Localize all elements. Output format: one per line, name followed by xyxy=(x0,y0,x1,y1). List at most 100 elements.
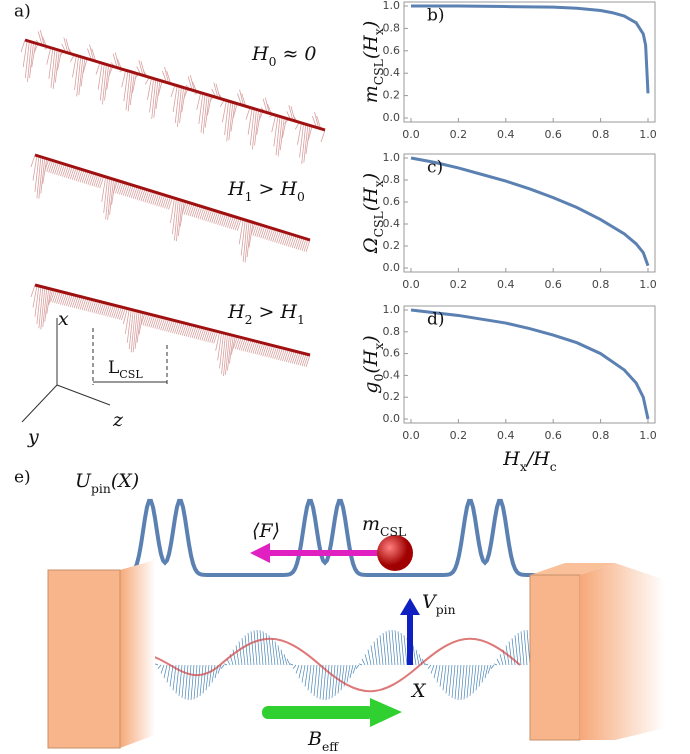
spin xyxy=(38,157,44,199)
helix-line xyxy=(442,664,447,691)
helix-line xyxy=(196,664,201,698)
spin xyxy=(24,41,30,78)
spin xyxy=(256,342,262,355)
helix-line xyxy=(460,664,465,700)
spin xyxy=(48,160,54,173)
spin xyxy=(109,179,114,215)
spin xyxy=(138,59,144,76)
spin xyxy=(232,336,238,349)
spin xyxy=(249,108,255,146)
helix-line xyxy=(349,664,354,679)
helix-line xyxy=(247,632,252,666)
spin xyxy=(34,285,40,317)
spin xyxy=(219,332,224,369)
spin xyxy=(81,297,87,311)
spin xyxy=(272,346,277,359)
panel-label: a) xyxy=(14,2,31,22)
helix-line xyxy=(490,664,495,669)
spin xyxy=(275,116,281,156)
helix-line xyxy=(451,664,456,698)
text-part: V xyxy=(422,591,438,613)
helix-line xyxy=(478,664,483,687)
y-tick-label: 0.6 xyxy=(383,44,401,57)
spin xyxy=(305,239,311,253)
axis-triad xyxy=(21,318,168,423)
text-part: Ω xyxy=(360,237,382,254)
helix-line xyxy=(241,638,246,666)
spin xyxy=(240,219,246,256)
helix-line xyxy=(220,664,225,669)
spin xyxy=(225,214,230,228)
spin xyxy=(164,196,169,209)
spin xyxy=(102,64,107,105)
coordinate-label: X xyxy=(410,680,427,702)
spin xyxy=(181,323,187,336)
helix-line xyxy=(433,664,438,679)
spin xyxy=(27,41,32,82)
spin xyxy=(227,215,232,228)
text-part: H xyxy=(251,43,269,65)
spin xyxy=(69,167,75,180)
helix-line xyxy=(169,664,174,687)
text-part: ) xyxy=(360,335,382,343)
spin xyxy=(95,62,101,75)
helix-line xyxy=(187,664,192,700)
spin xyxy=(50,48,56,88)
x-tick-label: 0.6 xyxy=(544,278,562,291)
spin xyxy=(138,312,144,335)
helix-line xyxy=(346,664,351,683)
spin xyxy=(223,214,228,227)
spin xyxy=(64,293,69,306)
spin xyxy=(67,166,73,179)
helix-line xyxy=(385,631,390,666)
helix-line xyxy=(235,645,240,666)
spin xyxy=(91,300,97,313)
spin xyxy=(230,335,236,355)
spin xyxy=(99,63,105,101)
helix-line xyxy=(223,663,228,666)
spin xyxy=(52,161,57,174)
helix-line xyxy=(295,664,300,674)
spin xyxy=(83,171,89,184)
spin xyxy=(150,191,156,205)
spin xyxy=(254,224,260,237)
spin xyxy=(152,315,158,329)
spin xyxy=(166,319,171,332)
helix-line xyxy=(382,632,387,666)
y-tick-label: 0.8 xyxy=(383,325,401,338)
spin xyxy=(166,196,171,210)
chain xyxy=(34,153,311,242)
helix-line xyxy=(475,664,480,691)
spin xyxy=(67,294,73,307)
y-tick-label: 0.0 xyxy=(383,261,401,274)
spin xyxy=(274,230,279,243)
barrier xyxy=(47,569,121,749)
spin xyxy=(123,70,129,102)
helix-line xyxy=(448,664,453,696)
spin xyxy=(174,86,180,123)
spin xyxy=(69,294,75,308)
spin xyxy=(252,341,258,354)
spin xyxy=(126,309,132,343)
spin xyxy=(95,301,101,314)
helix-line xyxy=(388,630,393,666)
spin xyxy=(198,93,204,124)
spin xyxy=(79,170,85,183)
spin xyxy=(62,164,67,177)
axis-name: z xyxy=(112,409,124,431)
spin xyxy=(181,201,187,214)
helix-line xyxy=(403,635,408,666)
y-axis-label: g0(Hx) xyxy=(360,335,386,393)
force-label: ⟨F⟩ xyxy=(252,520,280,542)
spin xyxy=(120,182,126,196)
spin xyxy=(187,324,193,338)
spin xyxy=(277,117,283,157)
spin xyxy=(215,83,221,99)
spin xyxy=(264,97,270,114)
spin xyxy=(183,202,189,215)
spin xyxy=(284,349,289,362)
curve xyxy=(410,156,650,267)
text-part: > H xyxy=(252,301,297,323)
spin xyxy=(174,321,179,334)
spin xyxy=(105,303,111,317)
